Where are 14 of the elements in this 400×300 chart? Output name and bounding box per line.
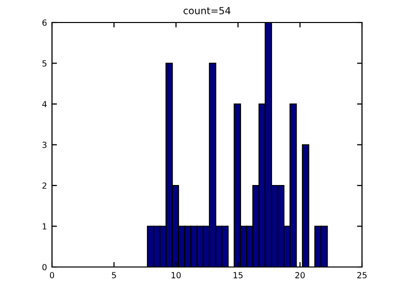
y-tick-label: 0 (42, 264, 47, 270)
y-tick-label: 2 (42, 182, 46, 189)
x-tick-label: 0 (50, 272, 54, 278)
chart-title: count=54 (184, 7, 230, 14)
x-tick-label: 20 (295, 272, 305, 278)
x-tick-label: 25 (357, 272, 367, 278)
x-tick-label: 10 (172, 272, 181, 278)
y-tick-label: 4 (42, 101, 47, 108)
y-tick-label: 5 (42, 60, 46, 67)
y-tick-label: 6 (42, 19, 47, 26)
x-tick-label: 15 (234, 272, 243, 278)
y-tick-label: 3 (42, 142, 46, 148)
y-tick-label: 1 (42, 223, 46, 230)
x-tick-label: 5 (112, 272, 116, 278)
